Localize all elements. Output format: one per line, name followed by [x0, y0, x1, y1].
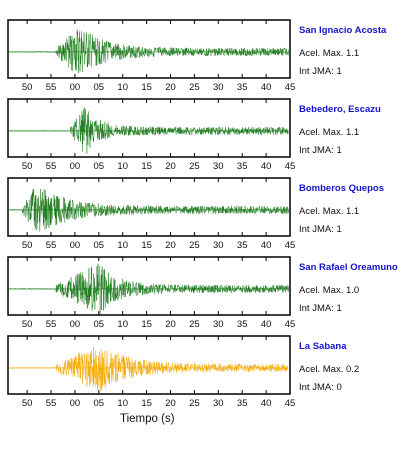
x-tick-label: 25 [189, 82, 200, 93]
station-intensity: Int JMA: 1 [299, 303, 342, 314]
station-acel: Acel. Max. 1.1 [299, 206, 360, 217]
x-tick-label: 00 [70, 161, 81, 172]
x-tick-label: 30 [213, 161, 224, 172]
x-tick-label: 50 [22, 82, 33, 93]
x-tick-label: 25 [189, 161, 200, 172]
x-tick-label: 20 [165, 82, 176, 93]
x-tick-label: 45 [285, 319, 296, 330]
panel-3: 50 55 00 05 10 15 20 25 30 35 40 45 [7, 256, 296, 330]
x-tick-label: 55 [46, 319, 57, 330]
x-tick-label: 40 [261, 161, 272, 172]
x-tick-label: 40 [261, 240, 272, 251]
x-tick-label: 50 [22, 319, 33, 330]
waveform-trace [9, 346, 289, 392]
station-intensity: Int JMA: 1 [299, 145, 342, 156]
station-intensity: Int JMA: 1 [299, 224, 342, 235]
waveform-trace [9, 263, 289, 314]
x-tick-label: 20 [165, 240, 176, 251]
x-tick-label: 20 [165, 398, 176, 409]
x-tick-label: 10 [117, 82, 128, 93]
x-tick-label: 25 [189, 398, 200, 409]
x-tick-label: 00 [70, 319, 81, 330]
x-tick-label: 35 [237, 398, 248, 409]
x-tick-label: 35 [237, 240, 248, 251]
x-tick-label: 35 [237, 82, 248, 93]
station-name: Bebedero, Escazu [299, 104, 381, 115]
station-name: Bomberos Quepos [299, 183, 384, 194]
station-acel: Acel. Max. 1.0 [299, 285, 360, 296]
x-tick-label: 00 [70, 398, 81, 409]
x-tick-label: 05 [94, 319, 105, 330]
x-tick-label: 55 [46, 240, 57, 251]
x-tick-label: 15 [141, 82, 152, 93]
panel-frame [7, 335, 291, 395]
x-tick-label: 10 [117, 319, 128, 330]
x-tick-label: 15 [141, 240, 152, 251]
x-tick-label: 30 [213, 398, 224, 409]
station-intensity: Int JMA: 1 [299, 66, 342, 77]
station-acel: Acel. Max. 0.2 [299, 364, 360, 375]
x-tick-label: 40 [261, 82, 272, 93]
waveform-trace [9, 29, 289, 73]
x-tick-label: 35 [237, 161, 248, 172]
x-tick-label: 00 [70, 82, 81, 93]
x-tick-label: 45 [285, 398, 296, 409]
x-tick-label: 45 [285, 240, 296, 251]
x-tick-label: 20 [165, 161, 176, 172]
x-tick-label: 35 [237, 319, 248, 330]
panel-1: 50 55 00 05 10 15 20 25 30 35 40 45 [7, 98, 296, 172]
waveform-trace [9, 107, 289, 154]
x-tick-label: 50 [22, 240, 33, 251]
panel-frame [7, 177, 291, 237]
x-tick-label: 15 [141, 398, 152, 409]
x-tick-label: 20 [165, 319, 176, 330]
x-tick-label: 55 [46, 82, 57, 93]
x-tick-label: 50 [22, 161, 33, 172]
x-tick-label: 30 [213, 240, 224, 251]
x-tick-label: 30 [213, 319, 224, 330]
x-tick-label: 10 [117, 398, 128, 409]
waveform-trace [9, 188, 289, 232]
x-axis-label: Tiempo (s) [120, 413, 175, 425]
x-tick-label: 50 [22, 398, 33, 409]
x-tick-label: 00 [70, 240, 81, 251]
x-tick-label: 25 [189, 319, 200, 330]
panel-frame [7, 19, 291, 79]
x-tick-label: 25 [189, 240, 200, 251]
station-name: La Sabana [299, 341, 347, 352]
panel-0: 50 55 00 05 10 15 20 25 30 35 40 45 [7, 19, 296, 93]
x-tick-label: 55 [46, 398, 57, 409]
x-tick-label: 15 [141, 161, 152, 172]
panel-4: 50 55 00 05 10 15 20 25 30 35 40 45 [7, 335, 296, 409]
station-name: San Rafael Oreamuno [299, 262, 398, 273]
station-intensity: Int JMA: 0 [299, 382, 342, 393]
x-tick-label: 05 [94, 398, 105, 409]
x-tick-label: 45 [285, 82, 296, 93]
panel-frame [7, 98, 291, 158]
x-tick-label: 10 [117, 240, 128, 251]
station-name: San Ignacio Acosta [299, 25, 387, 36]
station-acel: Acel. Max. 1.1 [299, 127, 360, 138]
panel-2: 50 55 00 05 10 15 20 25 30 35 40 45 [7, 177, 296, 251]
x-tick-label: 05 [94, 240, 105, 251]
station-acel: Acel. Max. 1.1 [299, 48, 360, 59]
x-tick-label: 55 [46, 161, 57, 172]
panel-frame [7, 256, 291, 316]
x-tick-label: 30 [213, 82, 224, 93]
x-tick-label: 15 [141, 319, 152, 330]
x-tick-label: 40 [261, 398, 272, 409]
x-tick-label: 10 [117, 161, 128, 172]
x-tick-label: 05 [94, 161, 105, 172]
x-tick-label: 45 [285, 161, 296, 172]
x-tick-label: 40 [261, 319, 272, 330]
x-tick-label: 05 [94, 82, 105, 93]
